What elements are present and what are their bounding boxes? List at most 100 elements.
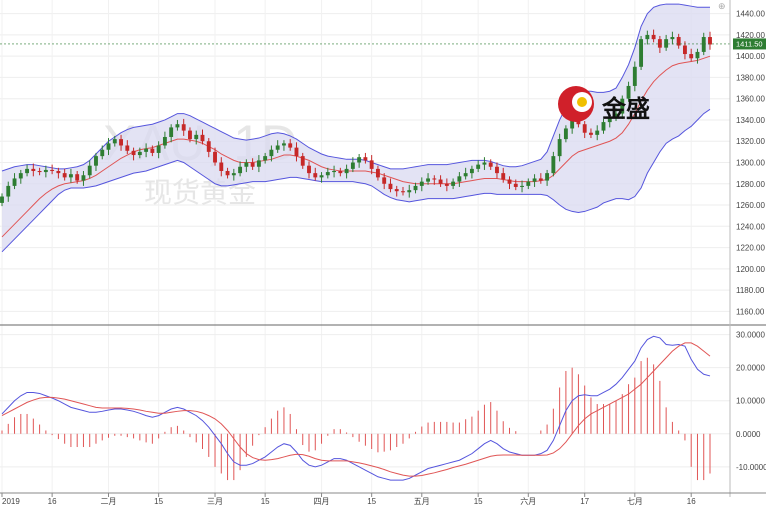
candle-body [294,147,299,157]
candle-body [156,145,161,153]
candle [369,155,374,175]
candle [12,173,17,190]
candle [188,127,192,143]
candle-body [576,119,581,125]
candle-body [81,175,86,181]
candle [319,172,324,183]
candle-body [495,166,499,174]
candle [582,121,587,139]
candle-body [194,134,199,140]
candle [150,145,155,157]
price-tick-label: 1260.00 [736,201,765,210]
candle-body [37,171,42,173]
candle-body [670,37,675,40]
candle [244,159,249,173]
candles [0,29,712,207]
candle-body [645,34,650,40]
candle-body [206,141,211,152]
candle-body [31,168,36,172]
candle-body [137,151,142,156]
candle [338,167,343,177]
macd-tick-label: 30.0000 [736,331,765,340]
candle-body [87,165,92,176]
candle-body [181,124,186,131]
candle-body [225,171,230,176]
candle [444,178,449,192]
candle-body [56,171,61,174]
candle [670,31,675,45]
time-tick-label: 16 [48,497,57,506]
price-axis: 1440.00 1420.00 1400.00 1380.00 1360.00 1340.… [736,10,765,317]
candle-body [350,162,355,169]
candle-body [689,54,694,59]
candle-body [0,196,4,203]
candle [294,142,299,162]
macd-grid [0,334,730,468]
candle-body [25,168,30,174]
candle-body [269,149,274,157]
candle [275,140,280,153]
candle [62,168,67,181]
candle [18,169,23,184]
candle [50,164,55,175]
candle [538,173,543,184]
price-tick-label: 1280.00 [736,180,765,189]
candle-body [200,134,205,142]
time-axis: 2019 16 二月 15 三月 15 四月 15 五月 15 六月 17 七月 16 [1,493,696,506]
candle [507,176,512,190]
candle [657,35,662,53]
time-tick-label: 四月 [314,497,330,506]
candle [463,167,468,180]
candle [357,153,362,168]
candle-body [112,139,117,144]
candle [332,165,337,178]
candle [269,145,274,162]
candle [250,158,255,170]
candle-body [651,34,656,40]
candle-body [682,45,687,55]
candle-body [50,169,55,172]
candle-body [68,174,73,178]
price-tick-label: 1400.00 [736,52,765,61]
candle [106,138,111,156]
candle-body [307,165,311,174]
candle [419,177,424,192]
candle [607,113,612,128]
time-tick-label: 15 [154,497,163,506]
candle-body [162,136,167,146]
candle-body [451,181,456,186]
candle [181,118,186,136]
candle [100,145,105,160]
candle-body [100,149,105,157]
candle [664,34,669,51]
time-tick-label: 15 [367,497,376,506]
candle-body [106,143,111,150]
candle [526,178,531,190]
candle [501,167,506,183]
candle-body [438,179,443,184]
candle [225,167,230,179]
candle-body [551,156,556,174]
bollinger-lower-line [1,108,711,253]
time-tick-label: 三月 [207,497,223,506]
candle-body [676,37,681,46]
candle-body [18,173,23,179]
candle-body [282,143,286,146]
candle-body [520,185,524,187]
candle-body [313,173,318,178]
candle [589,128,593,139]
settings-icon[interactable]: ⊕ [718,1,726,11]
candle [601,118,606,134]
candle-body [43,169,48,173]
candle [206,138,211,158]
candle-body [708,37,712,45]
candle [282,140,286,151]
price-tick-label: 1220.00 [736,244,765,253]
candle-body [188,130,192,140]
candle-body [632,66,637,86]
candle [256,155,261,173]
macd-signal-line [1,342,711,477]
candle-body [532,178,537,182]
candle [382,173,387,190]
